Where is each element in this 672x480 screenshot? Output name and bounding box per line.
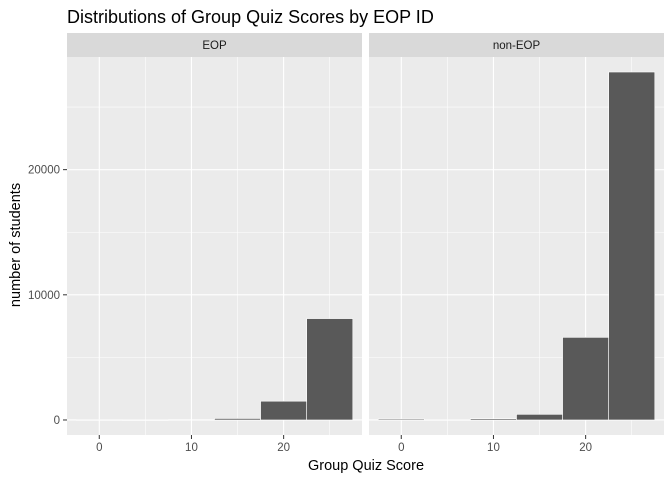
y-tick-label: 0 [54, 415, 60, 427]
facet-strip-label: non-EOP [493, 40, 541, 52]
x-tick-label: 10 [185, 442, 198, 454]
histogram-bar [562, 337, 609, 421]
histogram-bar [75, 419, 123, 421]
chart-title: Distributions of Group Quiz Scores by EO… [67, 7, 434, 27]
facet-panel-non-eop: non-EOP 0 10 20 [369, 33, 664, 454]
x-tick-label: 10 [487, 442, 500, 454]
y-tick-label: 10000 [28, 290, 60, 302]
histogram-bar [470, 418, 517, 421]
x-tick-label: 20 [579, 442, 592, 454]
facet-panels: EOP 0 10 20 non-EOP 0 10 20 [67, 33, 664, 454]
y-axis: 0 10000 20000 [28, 165, 67, 427]
histogram-bar [168, 419, 215, 421]
facet-strip-label: EOP [202, 40, 227, 52]
histogram-bar [377, 418, 425, 421]
x-axis-title: Group Quiz Score [308, 458, 424, 474]
y-axis-title: number of students [8, 183, 24, 307]
histogram-bar [214, 418, 261, 421]
y-tick-label: 20000 [28, 165, 60, 177]
x-tick-label: 0 [96, 442, 102, 454]
x-tick-label: 20 [277, 442, 290, 454]
histogram-bar [122, 419, 169, 421]
histogram-bar [424, 419, 471, 421]
facet-strip [67, 33, 362, 57]
histogram-bar [260, 400, 307, 421]
x-tick-label: 0 [398, 442, 404, 454]
histogram-bar [608, 71, 656, 421]
facet-strip [369, 33, 664, 57]
histogram-bar [306, 318, 354, 421]
histogram-bar [516, 414, 563, 421]
facet-panel-eop: EOP 0 10 20 [67, 33, 362, 454]
